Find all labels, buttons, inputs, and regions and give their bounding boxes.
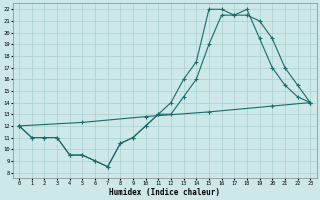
X-axis label: Humidex (Indice chaleur): Humidex (Indice chaleur) (109, 188, 220, 197)
